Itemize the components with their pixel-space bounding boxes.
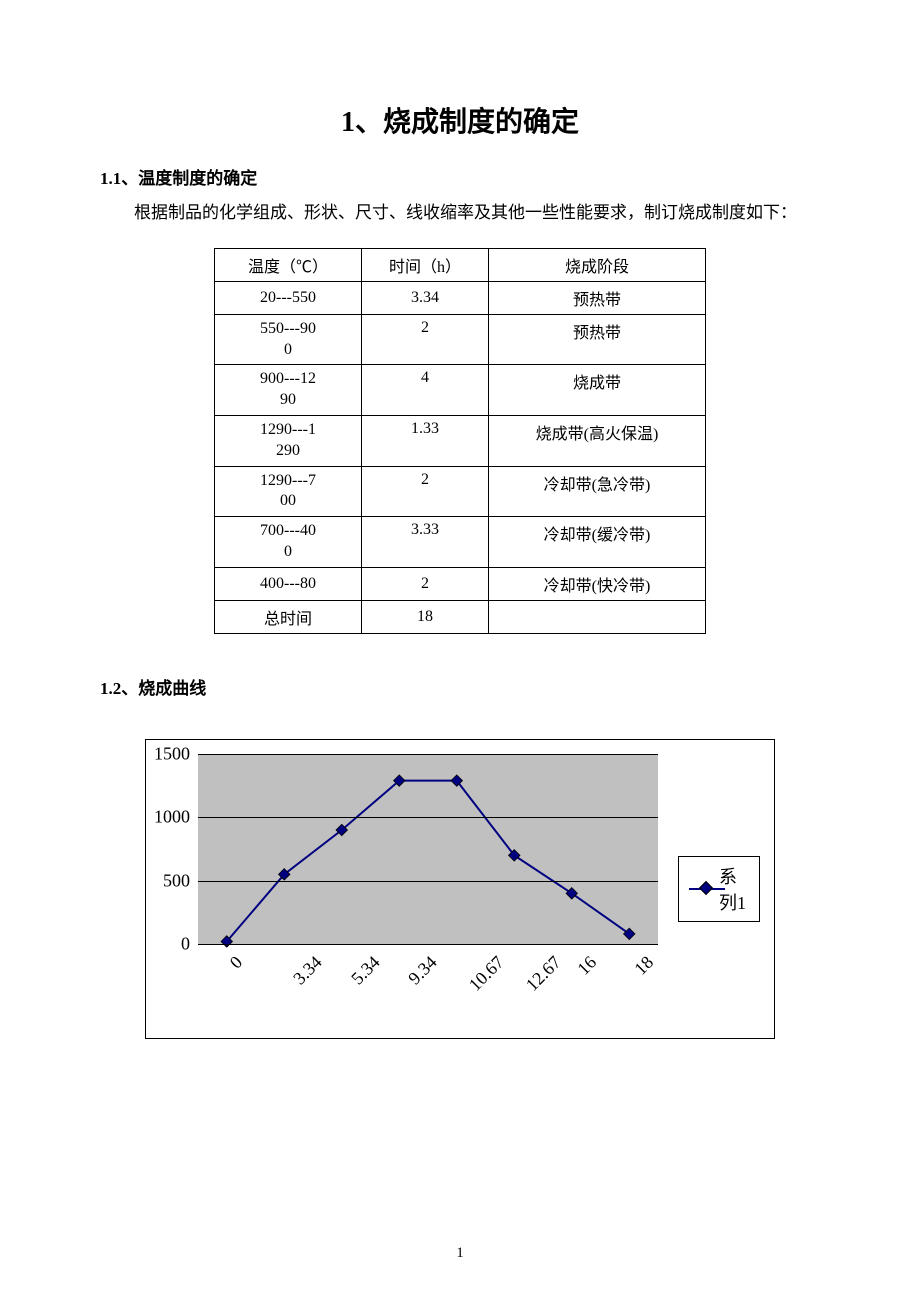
cell-stage: 预热带	[489, 281, 706, 314]
x-tick-label: 5.34	[347, 952, 384, 989]
cell-stage: 冷却带(快冷带)	[489, 567, 706, 600]
cell-stage	[489, 600, 706, 633]
y-tick-label: 1000	[140, 807, 190, 828]
table-row: 400---802冷却带(快冷带)	[215, 567, 706, 600]
cell-temperature: 总时间	[215, 600, 362, 633]
plot-outer: 050010001500 0 3.34 5.34 9.34 10.67 12.67 16 18	[198, 754, 658, 1024]
cell-time: 1.33	[362, 416, 489, 467]
cell-time: 3.33	[362, 517, 489, 568]
plot-area: 050010001500	[198, 754, 658, 944]
y-tick-label: 500	[140, 870, 190, 891]
firing-curve-chart-wrap: 050010001500 03.345.349.3410.6712.671618…	[100, 709, 820, 1039]
cell-temperature: 1290---700	[215, 466, 362, 517]
table-header-row: 温度（℃） 时间（h） 烧成阶段	[215, 248, 706, 281]
line-plot-svg	[198, 754, 658, 944]
section-2-heading: 1.2、烧成曲线	[100, 674, 820, 699]
cell-stage: 烧成带	[489, 365, 706, 416]
cell-stage: 冷却带(缓冷带)	[489, 517, 706, 568]
cell-temperature: 700---400	[215, 517, 362, 568]
section-1-paragraph: 根据制品的化学组成、形状、尺寸、线收缩率及其他一些性能要求，制订烧成制度如下：	[100, 199, 820, 228]
cell-time: 2	[362, 466, 489, 517]
cell-time: 2	[362, 567, 489, 600]
cell-stage: 冷却带(急冷带)	[489, 466, 706, 517]
gridline	[198, 754, 658, 755]
cell-time: 4	[362, 365, 489, 416]
gridline	[198, 817, 658, 818]
th-time: 时间（h）	[362, 248, 489, 281]
cell-temperature: 1290---1290	[215, 416, 362, 467]
th-stage: 烧成阶段	[489, 248, 706, 281]
cell-temperature: 20---550	[215, 281, 362, 314]
cell-temperature: 400---80	[215, 567, 362, 600]
x-tick-label: 10.67	[465, 952, 508, 995]
section-1-heading: 1.1、温度制度的确定	[100, 164, 820, 189]
page-number: 1	[0, 1245, 920, 1262]
x-tick-label: 18	[631, 952, 659, 980]
x-axis-labels: 0 3.34 5.34 9.34 10.67 12.67 16 18	[198, 944, 658, 1014]
table-row: 1290---12901.33烧成带(高火保温)	[215, 416, 706, 467]
cell-time: 2	[362, 314, 489, 365]
table-row: 900---12904烧成带	[215, 365, 706, 416]
x-tick-label: 0	[225, 952, 246, 973]
chart-legend: 系列1	[678, 856, 760, 922]
cell-time: 18	[362, 600, 489, 633]
table-row: 700---4003.33冷却带(缓冷带)	[215, 517, 706, 568]
legend-marker-icon	[689, 882, 713, 896]
x-tick-label: 12.67	[522, 952, 565, 995]
table-row: 550---9002预热带	[215, 314, 706, 365]
table-row: 20---5503.34预热带	[215, 281, 706, 314]
document-page: 1、烧成制度的确定 1.1、温度制度的确定 根据制品的化学组成、形状、尺寸、线收…	[0, 0, 920, 1302]
table-row: 1290---7002冷却带(急冷带)	[215, 466, 706, 517]
y-tick-label: 0	[140, 933, 190, 954]
cell-stage: 预热带	[489, 314, 706, 365]
x-tick-label: 3.34	[289, 952, 326, 989]
firing-curve-chart: 050010001500 0 3.34 5.34 9.34 10.67 12.67 16 18…	[145, 739, 775, 1039]
th-temperature: 温度（℃）	[215, 248, 362, 281]
schedule-table-wrap: 温度（℃） 时间（h） 烧成阶段 20---5503.34预热带550---90…	[100, 248, 820, 634]
x-tick-label: 16	[573, 952, 601, 980]
table-row: 总时间18	[215, 600, 706, 633]
schedule-table: 温度（℃） 时间（h） 烧成阶段 20---5503.34预热带550---90…	[214, 248, 706, 634]
x-tick-label: 9.34	[404, 952, 441, 989]
gridline	[198, 881, 658, 882]
cell-temperature: 900---1290	[215, 365, 362, 416]
series-line	[227, 780, 630, 941]
page-title: 1、烧成制度的确定	[100, 100, 820, 140]
y-tick-label: 1500	[140, 743, 190, 764]
cell-stage: 烧成带(高火保温)	[489, 416, 706, 467]
cell-time: 3.34	[362, 281, 489, 314]
cell-temperature: 550---900	[215, 314, 362, 365]
